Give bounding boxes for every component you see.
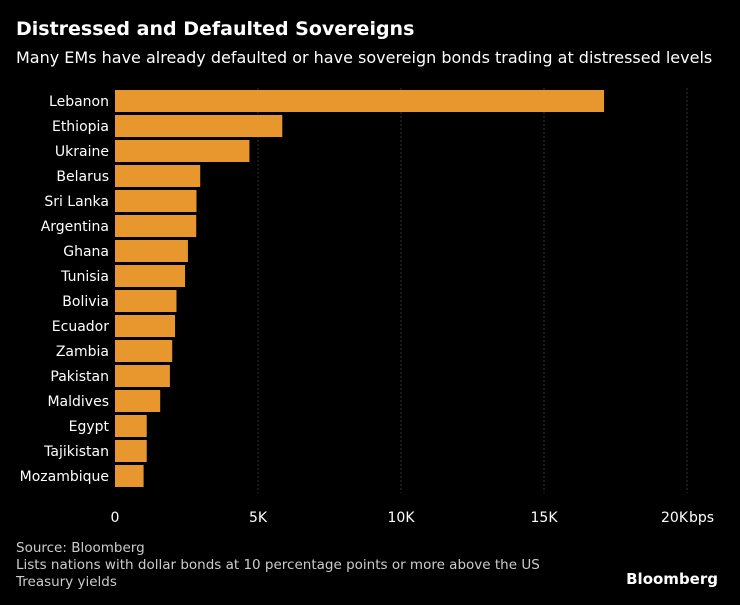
bar <box>115 165 201 187</box>
x-tick-label: 5K <box>249 510 268 526</box>
category-label: Zambia <box>56 344 109 360</box>
category-label: Belarus <box>56 169 109 185</box>
category-label: Argentina <box>41 219 109 235</box>
bar <box>115 90 605 112</box>
bar <box>115 240 188 262</box>
bar <box>115 265 186 287</box>
note-text-line2: Treasury yields <box>16 574 117 590</box>
category-label: Pakistan <box>50 369 109 385</box>
footer-notes: Source: Bloomberg Lists nations with dol… <box>16 540 540 591</box>
category-label: Mozambique <box>20 469 109 485</box>
bar <box>115 215 197 237</box>
bar <box>115 440 147 462</box>
bar <box>115 140 250 162</box>
bar <box>115 340 173 362</box>
category-label: Egypt <box>69 419 110 435</box>
source-text: Source: Bloomberg <box>16 540 145 556</box>
category-label: Maldives <box>47 394 109 410</box>
note-text-line1: Lists nations with dollar bonds at 10 pe… <box>16 557 540 573</box>
category-label: Ghana <box>63 244 109 260</box>
chart-title: Distressed and Defaulted Sovereigns <box>16 18 415 40</box>
bar <box>115 465 144 487</box>
category-label: Tunisia <box>60 269 109 285</box>
category-label: Bolivia <box>62 294 109 310</box>
category-label: Lebanon <box>49 94 109 110</box>
category-label: Tajikistan <box>43 444 109 460</box>
category-label: Sri Lanka <box>44 194 109 210</box>
x-tick-label: 20K <box>661 510 689 526</box>
bar <box>115 190 197 212</box>
chart-subtitle: Many EMs have already defaulted or have … <box>16 48 713 67</box>
x-unit-label: bps <box>689 510 714 526</box>
bar <box>115 365 170 387</box>
category-label: Ecuador <box>52 319 109 335</box>
bar <box>115 315 176 337</box>
category-label: Ukraine <box>55 144 109 160</box>
bloomberg-logo: Bloomberg <box>626 570 718 588</box>
bar <box>115 290 177 312</box>
x-tick-label: 10K <box>388 510 416 526</box>
bar <box>115 115 283 137</box>
bar-chart: 0 5K 10K 15K 20K bps Lebanon Ethiopia Ukraine Bel… <box>20 88 714 526</box>
bar <box>115 415 147 437</box>
x-tick-label: 0 <box>111 510 120 526</box>
x-tick-label: 15K <box>531 510 559 526</box>
category-label: Ethiopia <box>52 119 109 135</box>
bar <box>115 390 161 412</box>
